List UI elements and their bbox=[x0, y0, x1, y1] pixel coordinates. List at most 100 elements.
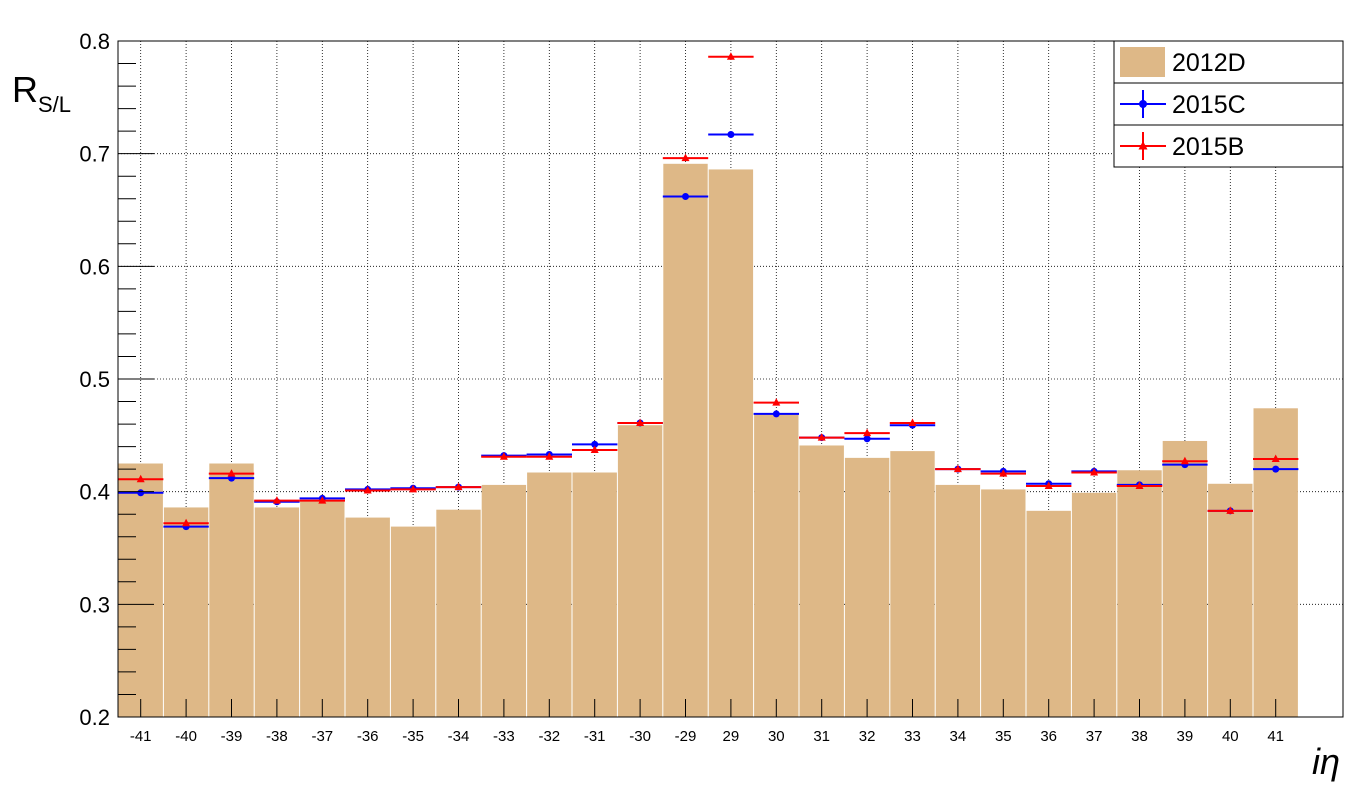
marker-point bbox=[953, 464, 962, 473]
bar bbox=[209, 463, 254, 717]
marker-point bbox=[681, 153, 690, 162]
x-tick-label: -29 bbox=[675, 728, 697, 745]
x-tick-label: 37 bbox=[1086, 728, 1103, 745]
marker-point bbox=[272, 496, 281, 504]
x-tick-label: -31 bbox=[584, 728, 606, 745]
bar bbox=[572, 472, 617, 717]
y-tick-label: 0.7 bbox=[79, 142, 110, 167]
bar bbox=[890, 451, 935, 717]
bar bbox=[481, 484, 527, 717]
bar bbox=[118, 463, 163, 717]
bar bbox=[345, 517, 390, 717]
bar bbox=[300, 500, 345, 717]
bar bbox=[163, 507, 209, 717]
bar bbox=[981, 489, 1026, 717]
x-axis-title-greek: η bbox=[1320, 741, 1340, 782]
marker-point bbox=[137, 489, 145, 497]
marker-point bbox=[817, 433, 826, 441]
y-axis-title-main: R bbox=[12, 69, 38, 110]
marker-point bbox=[1180, 456, 1189, 465]
x-tick-label: -32 bbox=[538, 728, 560, 745]
x-tick-label: 35 bbox=[995, 728, 1012, 745]
bar bbox=[1162, 440, 1208, 717]
bar bbox=[617, 425, 663, 717]
marker-point bbox=[682, 192, 689, 200]
y-axis-title: RS/L bbox=[12, 69, 71, 117]
bar bbox=[1026, 510, 1071, 717]
marker-point bbox=[1272, 465, 1280, 473]
marker-point bbox=[499, 452, 508, 460]
marker-point bbox=[227, 469, 236, 477]
marker-point bbox=[1090, 468, 1099, 476]
x-tick-label: -35 bbox=[402, 728, 424, 745]
marker-point bbox=[772, 410, 780, 418]
x-tick-label: 39 bbox=[1177, 728, 1194, 745]
y-tick-label: 0.2 bbox=[79, 705, 110, 730]
marker-point bbox=[636, 418, 645, 426]
marker-point bbox=[591, 440, 599, 448]
x-tick-label: -30 bbox=[629, 728, 651, 745]
x-tick-label: 32 bbox=[859, 728, 876, 745]
legend-label: 2015B bbox=[1172, 133, 1244, 161]
marker-point bbox=[1135, 481, 1144, 490]
x-tick-label: 36 bbox=[1040, 728, 1057, 745]
x-tick-label: 31 bbox=[813, 728, 830, 745]
marker-point bbox=[545, 452, 554, 460]
x-tick-label: -37 bbox=[311, 728, 333, 745]
x-axis-title-main: i bbox=[1312, 741, 1321, 782]
marker-point bbox=[1044, 481, 1053, 490]
bars-2012D bbox=[118, 163, 1298, 718]
x-tick-label: -40 bbox=[175, 728, 197, 745]
bar bbox=[799, 445, 844, 717]
x-tick-label: -39 bbox=[221, 728, 243, 745]
x-axis-title: iη bbox=[1312, 741, 1340, 782]
y-tick-label: 0.5 bbox=[79, 367, 110, 392]
bar bbox=[708, 169, 754, 717]
legend-label: 2012D bbox=[1172, 49, 1246, 77]
marker-point bbox=[182, 518, 191, 527]
x-tick-label: 38 bbox=[1131, 728, 1148, 745]
marker-point bbox=[727, 131, 735, 139]
y-tick-label: 0.3 bbox=[79, 592, 110, 617]
legend: 2012D 2015C 2015B bbox=[1113, 40, 1344, 168]
marker-point bbox=[136, 474, 145, 483]
legend-swatch-marker bbox=[1138, 141, 1148, 150]
bar bbox=[1071, 492, 1117, 717]
bar bbox=[754, 413, 799, 717]
bar bbox=[663, 163, 708, 718]
marker-point bbox=[863, 428, 872, 437]
bar bbox=[935, 484, 981, 717]
bar bbox=[527, 472, 572, 717]
x-tick-label: -33 bbox=[493, 728, 515, 745]
marker-point bbox=[318, 496, 327, 504]
marker-point bbox=[363, 486, 372, 494]
y-tick-label: 0.4 bbox=[79, 480, 110, 505]
y-tick-label: 0.6 bbox=[79, 254, 110, 279]
x-tick-label: -41 bbox=[130, 728, 152, 745]
marker-point bbox=[1271, 454, 1280, 462]
x-tick-label: 33 bbox=[904, 728, 921, 745]
y-axis-title-sub: S/L bbox=[38, 92, 71, 117]
axes: -41 -40 -39 -38 -37 -36 -35 -34 -33 -32 -31 -30 -29 2… bbox=[79, 29, 1284, 745]
marker-point bbox=[772, 398, 781, 406]
bar bbox=[254, 507, 300, 717]
x-tick-label: 29 bbox=[723, 728, 740, 745]
bar bbox=[436, 509, 481, 717]
marker-series bbox=[118, 52, 1299, 531]
bar bbox=[1208, 483, 1253, 717]
x-tick-label: 34 bbox=[950, 728, 967, 745]
x-tick-label: -34 bbox=[448, 728, 470, 745]
marker-point bbox=[726, 52, 735, 60]
x-tick-label: 41 bbox=[1267, 728, 1284, 745]
marker-point bbox=[863, 435, 871, 443]
legend-label: 2015C bbox=[1172, 91, 1246, 119]
marker-point bbox=[409, 484, 418, 493]
y-tick-label: 0.8 bbox=[79, 29, 110, 54]
marker-point bbox=[454, 482, 463, 491]
legend-swatch-bar bbox=[1120, 47, 1165, 77]
bar bbox=[390, 526, 436, 717]
marker-point bbox=[999, 469, 1008, 477]
x-tick-label: 30 bbox=[768, 728, 785, 745]
marker-point bbox=[590, 445, 599, 453]
